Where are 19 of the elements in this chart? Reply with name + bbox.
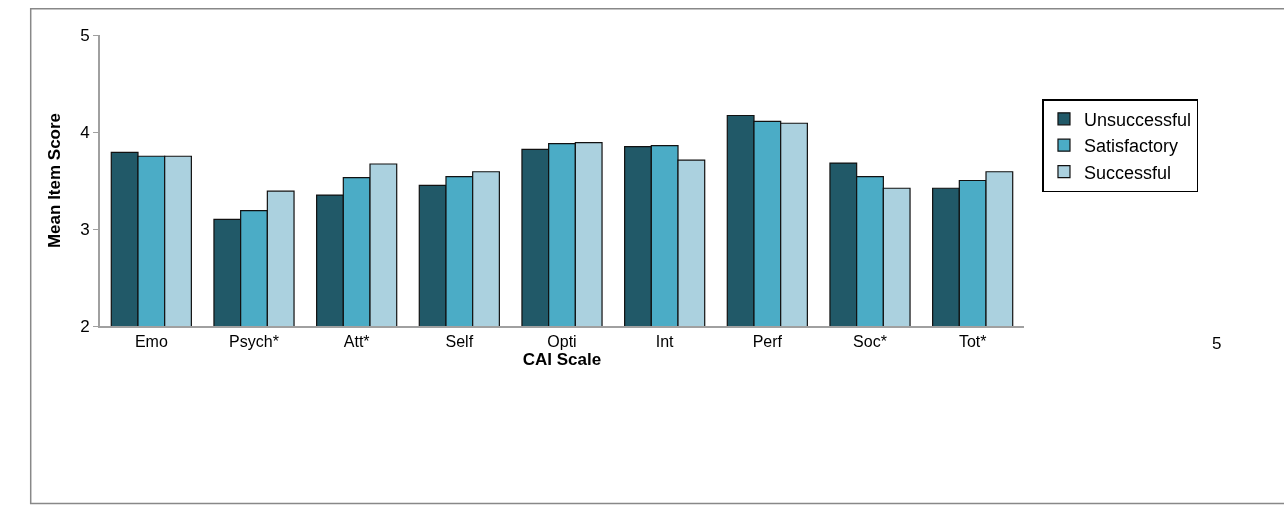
x-tick-label: Att* xyxy=(343,333,370,351)
x-axis-title: CAI Scale xyxy=(522,350,602,370)
legend-label: Unsuccessful xyxy=(1083,109,1192,130)
y-tick-label: 2 xyxy=(80,316,90,336)
y-axis-title: Mean Item Score xyxy=(45,112,65,249)
x-tick-label: Self xyxy=(445,333,474,351)
y-tick-label: 4 xyxy=(80,122,90,142)
x-tick-label: Perf xyxy=(752,333,783,351)
x-tick-label: Emo xyxy=(134,333,168,351)
x-tick-label: Opti xyxy=(547,333,577,351)
text: 5 xyxy=(1212,334,1222,353)
x-tick-label: Soc* xyxy=(853,333,887,351)
legend-label: Successful xyxy=(1083,162,1172,183)
x-tick-label: Tot* xyxy=(958,333,987,351)
x-tick-label: Int xyxy=(655,333,675,351)
x-tick-label: Psych* xyxy=(229,333,279,351)
legend-label: Satisfactory xyxy=(1083,136,1179,157)
y-tick-label: 5 xyxy=(80,25,90,45)
y-tick-label: 3 xyxy=(80,219,90,239)
